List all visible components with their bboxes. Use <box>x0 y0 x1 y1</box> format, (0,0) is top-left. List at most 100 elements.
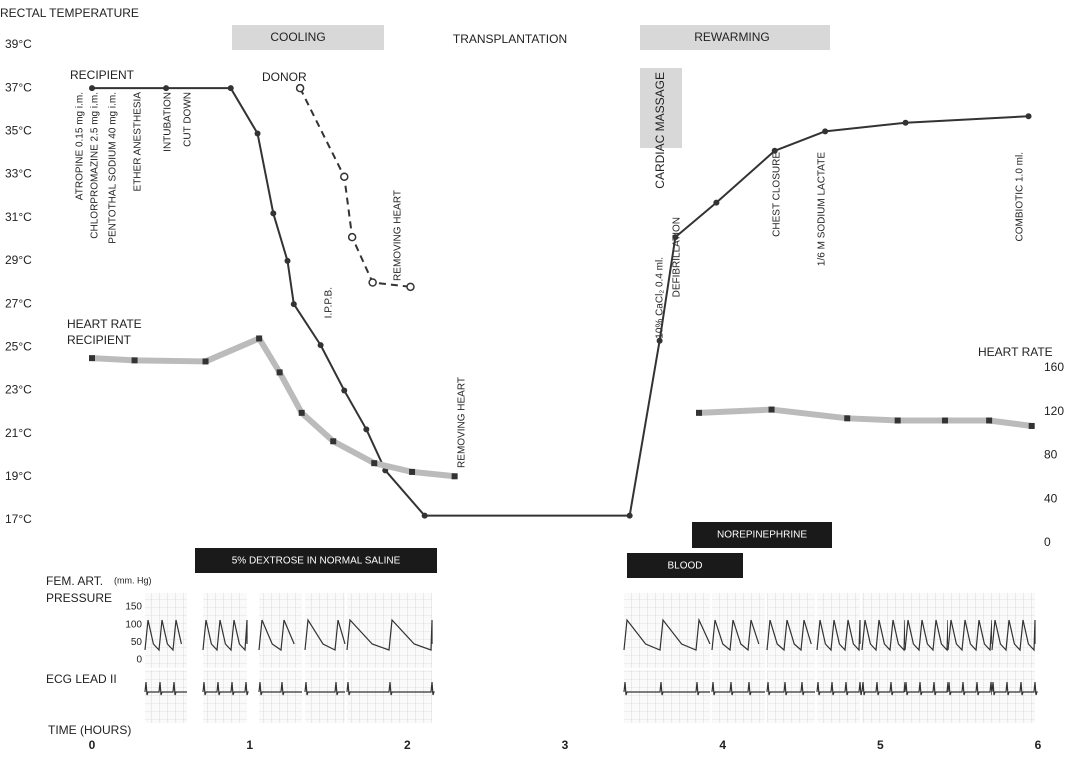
point <box>407 283 414 290</box>
ecg-strip <box>817 670 860 723</box>
pressure-strip <box>305 593 345 668</box>
phase-label: TRANSPLANTATION <box>453 32 567 46</box>
y-tick-label: 23°C <box>5 383 32 397</box>
pressure-strip <box>767 593 815 668</box>
series-line <box>92 88 1029 516</box>
point <box>713 200 719 206</box>
pressure-strip <box>712 593 765 668</box>
point <box>844 415 850 421</box>
ecg-strip <box>862 670 905 723</box>
y-axis-title: RECTAL TEMPERATURE <box>0 6 139 20</box>
point <box>696 410 702 416</box>
y2-tick-label: 120 <box>1044 404 1064 418</box>
series-label: RECIPIENT <box>70 68 135 82</box>
point <box>270 210 276 216</box>
pressure-strip <box>862 593 905 668</box>
annotation: ATROPINE 0.15 mg i.m. <box>75 92 86 200</box>
pressure-strip <box>624 593 710 668</box>
annotation: COMBIOTIC 1.0 ml. <box>1015 152 1026 241</box>
point <box>255 131 261 137</box>
pressure-strip <box>948 593 992 668</box>
point <box>452 473 458 479</box>
y-tick-label: 35°C <box>5 124 32 138</box>
x-tick-label: 0 <box>89 738 96 752</box>
y-tick-label: 37°C <box>5 80 32 94</box>
ecg-strip <box>624 670 710 723</box>
strip-label: (mm. Hg) <box>114 575 152 585</box>
ecg-strip <box>992 670 1035 723</box>
phase-label: COOLING <box>270 30 325 44</box>
pressure-strip <box>145 593 187 668</box>
y-tick-label: 27°C <box>5 296 32 310</box>
point <box>422 513 428 519</box>
pressure-strip <box>203 593 247 668</box>
point <box>822 128 828 134</box>
pressure-strip <box>905 593 948 668</box>
x-tick-label: 3 <box>562 738 569 752</box>
y-tick-label: 33°C <box>5 167 32 181</box>
phase-label: CARDIAC MASSAGE <box>653 72 667 189</box>
annotation: REMOVING HEART <box>457 377 468 468</box>
series-label: DONOR <box>262 70 307 84</box>
annotation: CHLORPROMAZINE 2.5 mg i.m. <box>90 92 101 239</box>
point <box>318 342 324 348</box>
infusion-label: 5% DEXTROSE IN NORMAL SALINE <box>232 556 401 567</box>
y-tick-label: 39°C <box>5 37 32 51</box>
point <box>942 418 948 424</box>
annotation: REMOVING HEART <box>393 190 404 281</box>
ecg-strip <box>203 670 247 723</box>
point <box>986 418 992 424</box>
ecg-strip <box>905 670 948 723</box>
point <box>132 357 138 363</box>
y2-tick-label: 40 <box>1044 491 1058 505</box>
point <box>330 438 336 444</box>
point <box>369 279 376 286</box>
y-tick-label: 25°C <box>5 339 32 353</box>
y-tick-label: 21°C <box>5 426 32 440</box>
strip-label: PRESSURE <box>46 591 112 605</box>
point <box>341 173 348 180</box>
point <box>371 460 377 466</box>
ecg-strip <box>948 670 992 723</box>
ecg-strip <box>305 670 345 723</box>
y2-tick-label: 160 <box>1044 360 1064 374</box>
y-tick-label: 19°C <box>5 469 32 483</box>
ecg-strip <box>767 670 815 723</box>
pressure-tick-label: 50 <box>131 637 143 648</box>
annotation: INTUBATION <box>163 92 174 152</box>
point <box>299 410 305 416</box>
point <box>769 407 775 413</box>
x-tick-label: 4 <box>719 738 726 752</box>
point <box>363 426 369 432</box>
point <box>627 513 633 519</box>
point <box>228 85 234 91</box>
series-line <box>92 338 1032 476</box>
annotation: CUT DOWN <box>183 92 194 147</box>
point <box>297 85 304 92</box>
infusion-label: BLOOD <box>667 561 702 572</box>
point <box>256 335 262 341</box>
x-tick-label: 6 <box>1035 738 1042 752</box>
y2-tick-label: 80 <box>1044 448 1058 462</box>
ecg-strip <box>347 670 432 723</box>
point <box>89 85 95 91</box>
point <box>163 85 169 91</box>
annotation: CHEST CLOSURE <box>772 152 783 237</box>
y-tick-label: 31°C <box>5 210 32 224</box>
annotation: ETHER ANESTHESIA <box>133 92 144 192</box>
pressure-strip <box>259 593 302 668</box>
pressure-tick-label: 150 <box>125 602 142 613</box>
point <box>1029 423 1035 429</box>
point <box>291 301 297 307</box>
strip-label: ECG LEAD II <box>46 672 117 686</box>
pressure-strip <box>817 593 860 668</box>
y2-axis-title: HEART RATE <box>978 345 1053 359</box>
point <box>672 234 678 240</box>
annotation: PENTOTHAL SODIUM 40 mg i.m. <box>108 92 119 244</box>
annotation: 10% CaCl₂ 0.4 ml. <box>655 257 666 339</box>
point <box>341 387 347 393</box>
phase-label: REWARMING <box>694 30 770 44</box>
strip-label: FEM. ART. <box>46 574 103 588</box>
pressure-strip <box>992 593 1035 668</box>
y-tick-label: 17°C <box>5 512 32 526</box>
